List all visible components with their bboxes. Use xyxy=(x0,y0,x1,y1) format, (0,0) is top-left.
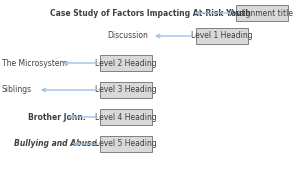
Text: The Microsystem: The Microsystem xyxy=(2,58,67,67)
Text: Level 4 Heading: Level 4 Heading xyxy=(95,112,157,121)
FancyBboxPatch shape xyxy=(100,136,152,152)
Text: Brother John.: Brother John. xyxy=(28,112,86,121)
FancyBboxPatch shape xyxy=(100,109,152,125)
FancyBboxPatch shape xyxy=(236,5,288,21)
FancyBboxPatch shape xyxy=(100,55,152,71)
Text: Siblings: Siblings xyxy=(2,85,32,94)
Text: Level 5 Heading: Level 5 Heading xyxy=(95,139,157,148)
Text: Bullying and Abuse.: Bullying and Abuse. xyxy=(14,139,100,148)
Text: Level 2 Heading: Level 2 Heading xyxy=(95,58,157,67)
Text: Case Study of Factors Impacting At-Risk Youth: Case Study of Factors Impacting At-Risk … xyxy=(50,8,251,18)
Text: Assignment title: Assignment title xyxy=(231,8,293,18)
Text: Level 3 Heading: Level 3 Heading xyxy=(95,85,157,94)
Text: Discussion: Discussion xyxy=(107,31,148,40)
FancyBboxPatch shape xyxy=(196,28,248,44)
Text: Level 1 Heading: Level 1 Heading xyxy=(191,31,253,40)
FancyBboxPatch shape xyxy=(100,82,152,98)
